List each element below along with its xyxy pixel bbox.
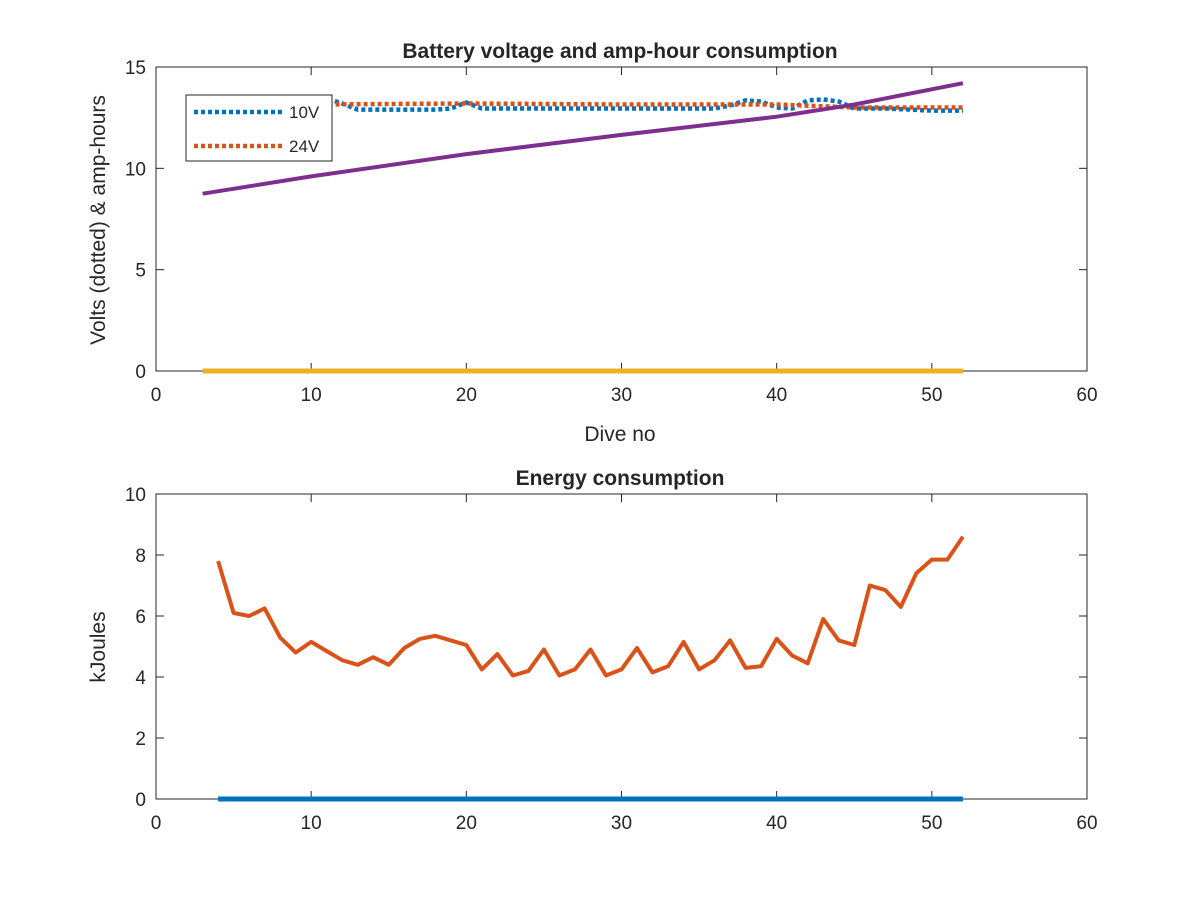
y-tick-label: 6	[135, 607, 146, 628]
x-tick-label: 40	[766, 385, 787, 406]
y-tick-label: 15	[125, 58, 146, 79]
x-tick-label: 10	[301, 385, 322, 406]
x-tick-label: 60	[1076, 385, 1097, 406]
chart-title: Battery voltage and amp-hour consumption	[402, 40, 837, 63]
energy-consumption-chart: Energy consumption kJoules 0 10 20 30 40 50 60…	[87, 467, 1098, 834]
x-tick-label: 0	[151, 813, 162, 834]
y-axis-label: kJoules	[87, 611, 110, 682]
y-tick-label: 5	[135, 261, 146, 282]
x-tick-label: 10	[301, 813, 322, 834]
amp-hours-line	[202, 81, 964, 196]
voltage-amp-hour-chart: Battery voltage and amp-hour consumption…	[87, 40, 1098, 446]
y-tick-label: 2	[135, 729, 146, 750]
legend-label-10v: 10V	[289, 103, 320, 122]
x-tick-label: 20	[456, 385, 477, 406]
energy-line	[216, 535, 965, 678]
legend-label-24v: 24V	[289, 137, 320, 156]
y-tick-label: 0	[135, 790, 146, 811]
x-tick-label: 30	[611, 813, 632, 834]
x-tick-label: 40	[766, 813, 787, 834]
y-axis-label: Volts (dotted) & amp-hours	[87, 95, 110, 345]
y-tick-label: 10	[125, 485, 146, 506]
y-tick-label: 0	[135, 362, 146, 383]
voltage-10v-line	[202, 96, 963, 113]
legend: 10V 24V	[185, 94, 333, 162]
y-tick-label: 10	[125, 159, 146, 180]
x-axis-label: Dive no	[584, 423, 655, 446]
x-tick-label: 50	[921, 385, 942, 406]
chart-title: Energy consumption	[516, 467, 725, 490]
x-tick-label: 50	[921, 813, 942, 834]
y-tick-label: 4	[135, 668, 146, 689]
legend-box	[185, 94, 333, 162]
x-tick-label: 60	[1076, 813, 1097, 834]
x-tick-label: 20	[456, 813, 477, 834]
x-tick-label: 0	[151, 385, 162, 406]
y-tick-label: 8	[135, 546, 146, 567]
x-tick-label: 30	[611, 385, 632, 406]
